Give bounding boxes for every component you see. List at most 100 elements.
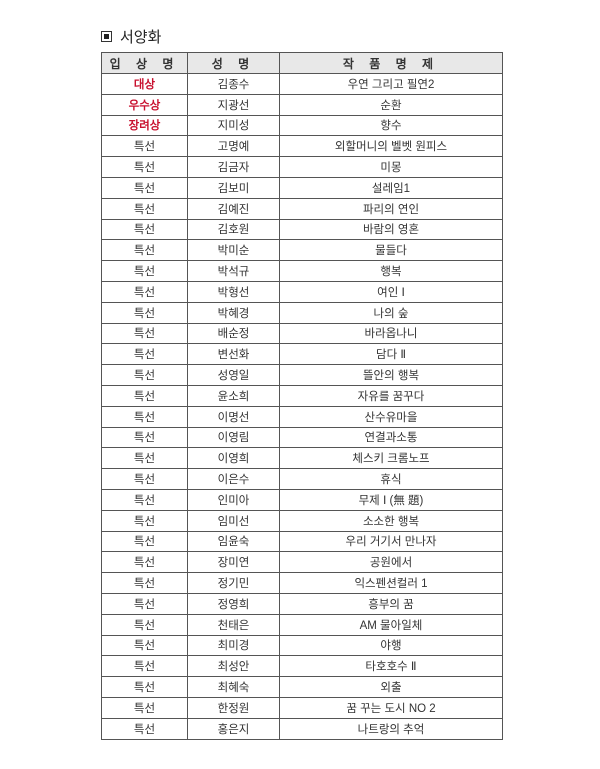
table-row: 특선 박형선 여인 Ⅰ [101, 280, 503, 303]
award-cell: 특선 [101, 364, 188, 386]
name-cell: 변선화 [187, 343, 280, 366]
name-cell: 한정원 [187, 696, 280, 719]
award-cell: 특선 [101, 676, 188, 698]
name-cell: 장미연 [187, 551, 280, 574]
table-row: 특선 천태은 AM 물아일체 [101, 613, 503, 636]
award-cell: 특선 [101, 488, 188, 511]
award-cell: 특선 [101, 301, 188, 324]
title-cell: 체스키 크롬노프 [279, 447, 503, 470]
table-row: 특선 임미선 소소한 행복 [101, 509, 503, 532]
table-row: 특선 인미아 무제 Ⅰ (無 題) [101, 488, 503, 511]
name-cell: 김예진 [187, 197, 280, 220]
table-row: 특선 정기민 익스펜션컬러 1 [101, 572, 503, 594]
title-cell: 순환 [279, 93, 503, 116]
name-cell: 성영일 [187, 364, 280, 386]
name-cell: 고명예 [187, 135, 280, 158]
award-cell: 특선 [101, 218, 188, 241]
award-cell: 특선 [101, 343, 188, 366]
title-cell: 익스펜션컬러 1 [279, 572, 503, 594]
square-bullet-icon [101, 31, 112, 42]
title-cell: 설레임1 [279, 176, 503, 199]
title-cell: 소소한 행복 [279, 509, 503, 532]
table-row: 특선 이영림 연결과소통 [101, 426, 503, 449]
title-cell: 여인 Ⅰ [279, 280, 503, 303]
name-cell: 천태은 [187, 613, 280, 636]
awards-table: 입 상 명 성 명 작 품 명 제 대상 김종수 우연 그리고 필연2 우수상 지광선 순… [101, 52, 503, 740]
name-cell: 최성안 [187, 655, 280, 678]
award-cell: 특선 [101, 696, 188, 719]
name-cell: 이명선 [187, 405, 280, 428]
name-cell: 최미경 [187, 634, 280, 657]
table-row: 특선 박석규 행복 [101, 260, 503, 282]
title-cell: 야행 [279, 634, 503, 657]
award-cell: 특선 [101, 655, 188, 678]
title-cell: 파리의 연인 [279, 197, 503, 220]
table-row: 특선 이명선 산수유마을 [101, 405, 503, 428]
table-row: 특선 김보미 설레임1 [101, 176, 503, 199]
title-cell: 바라옵나니 [279, 322, 503, 345]
title-cell: 행복 [279, 260, 503, 282]
name-cell: 인미아 [187, 488, 280, 511]
name-cell: 김금자 [187, 156, 280, 178]
table-row: 특선 배순정 바라옵나니 [101, 322, 503, 345]
title-cell: 타호호수 Ⅱ [279, 655, 503, 678]
award-cell: 특선 [101, 634, 188, 657]
award-cell: 특선 [101, 572, 188, 594]
award-cell: 특선 [101, 551, 188, 574]
award-cell: 특선 [101, 592, 188, 615]
title-cell: 흥부의 꿈 [279, 592, 503, 615]
name-cell: 최혜숙 [187, 676, 280, 698]
table-row: 특선 성영일 뜰안의 행복 [101, 364, 503, 386]
title-cell: 외출 [279, 676, 503, 698]
award-cell: 특선 [101, 156, 188, 178]
table-row: 대상 김종수 우연 그리고 필연2 [101, 73, 503, 95]
title-cell: 공원에서 [279, 551, 503, 574]
award-cell: 특선 [101, 384, 188, 407]
table-row: 특선 이은수 휴식 [101, 468, 503, 490]
title-cell: 우연 그리고 필연2 [279, 73, 503, 95]
title-cell: 물들다 [279, 239, 503, 262]
header-name: 성 명 [187, 52, 280, 74]
name-cell: 지미성 [187, 114, 280, 137]
table-row: 특선 최혜숙 외출 [101, 676, 503, 698]
header-award: 입 상 명 [101, 52, 188, 74]
table-row: 특선 이영희 체스키 크롬노프 [101, 447, 503, 470]
table-row: 우수상 지광선 순환 [101, 93, 503, 116]
header-title: 작 품 명 제 [279, 52, 503, 74]
award-cell: 특선 [101, 530, 188, 553]
name-cell: 박형선 [187, 280, 280, 303]
title-cell: 꿈 꾸는 도시 NO 2 [279, 696, 503, 719]
name-cell: 박미순 [187, 239, 280, 262]
name-cell: 정기민 [187, 572, 280, 594]
award-cell: 우수상 [101, 93, 188, 116]
award-cell: 특선 [101, 280, 188, 303]
name-cell: 지광선 [187, 93, 280, 116]
title-cell: 뜰안의 행복 [279, 364, 503, 386]
title-cell: 휴식 [279, 468, 503, 490]
table-row: 특선 김예진 파리의 연인 [101, 197, 503, 220]
table-row: 특선 한정원 꿈 꾸는 도시 NO 2 [101, 696, 503, 719]
award-cell: 대상 [101, 73, 188, 95]
award-cell: 특선 [101, 468, 188, 490]
table-row: 특선 홍은지 나트랑의 추억 [101, 717, 503, 740]
award-cell: 특선 [101, 426, 188, 449]
award-cell: 특선 [101, 405, 188, 428]
award-cell: 특선 [101, 135, 188, 158]
name-cell: 김종수 [187, 73, 280, 95]
award-cell: 특선 [101, 447, 188, 470]
table-row: 특선 최성안 타호호수 Ⅱ [101, 655, 503, 678]
name-cell: 이은수 [187, 468, 280, 490]
title-cell: 미몽 [279, 156, 503, 178]
section-title: 서양화 [101, 26, 161, 47]
table-row: 특선 최미경 야행 [101, 634, 503, 657]
name-cell: 김호원 [187, 218, 280, 241]
title-cell: 바람의 영혼 [279, 218, 503, 241]
table-row: 특선 변선화 담다 Ⅱ [101, 343, 503, 366]
award-cell: 특선 [101, 322, 188, 345]
award-cell: 특선 [101, 239, 188, 262]
table-header-row: 입 상 명 성 명 작 품 명 제 [101, 52, 503, 74]
table-row: 특선 박혜경 나의 숲 [101, 301, 503, 324]
table-row: 특선 박미순 물들다 [101, 239, 503, 262]
title-cell: 산수유마을 [279, 405, 503, 428]
table-row: 장려상 지미성 향수 [101, 114, 503, 137]
